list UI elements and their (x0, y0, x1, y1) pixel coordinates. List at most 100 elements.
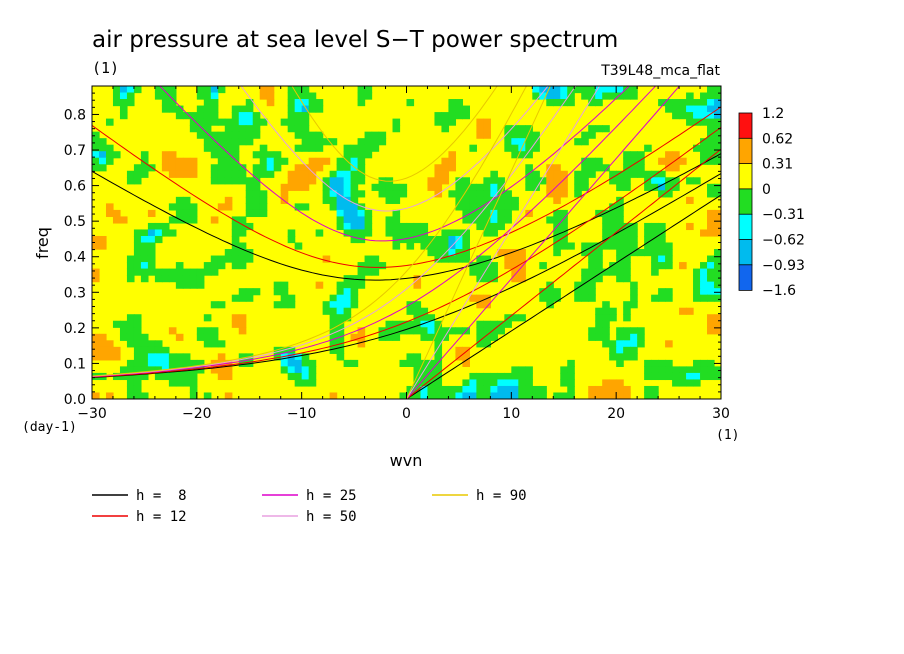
spectrum-cell (133, 170, 142, 178)
spectrum-cell (140, 340, 149, 348)
spectrum-cell (511, 151, 519, 159)
spectrum-cell (420, 333, 429, 341)
spectrum-cell (658, 249, 666, 257)
spectrum-cell (259, 190, 268, 198)
spectrum-cell (133, 249, 142, 257)
spectrum-cell (294, 164, 303, 172)
spectrum-cell (406, 353, 415, 361)
spectrum-cell (350, 235, 359, 244)
spectrum-cell (483, 190, 491, 198)
spectrum-cell (231, 125, 240, 133)
spectrum-cell (203, 118, 212, 126)
spectrum-cell (658, 359, 666, 367)
spectrum-cell (679, 307, 687, 315)
spectrum-cell (357, 177, 366, 185)
spectrum-cell (616, 275, 624, 283)
spectrum-cell (280, 301, 289, 309)
spectrum-cell (294, 99, 303, 107)
spectrum-cell (112, 320, 121, 328)
spectrum-cell (301, 183, 310, 191)
spectrum-cell (434, 164, 443, 172)
spectrum-cell (532, 177, 540, 185)
spectrum-cell (427, 392, 436, 399)
spectrum-cell (161, 359, 170, 367)
spectrum-cell (182, 372, 191, 381)
spectrum-cell (189, 372, 198, 381)
spectrum-cell (406, 229, 415, 237)
spectrum-cell (406, 359, 415, 367)
spectrum-cell (140, 229, 149, 237)
spectrum-cell (133, 327, 142, 335)
colorbar-label: 0.62 (762, 131, 793, 147)
spectrum-cell (455, 183, 464, 191)
spectrum-cell (539, 92, 547, 100)
spectrum-cell (385, 216, 394, 224)
spectrum-cell (92, 275, 100, 283)
spectrum-cell (665, 255, 673, 263)
spectrum-cell (574, 138, 582, 146)
spectrum-cell (182, 353, 191, 361)
spectrum-cell (210, 170, 219, 178)
legend-label: h = 8 (136, 488, 187, 504)
spectrum-cell (154, 353, 163, 361)
spectrum-cell (539, 262, 547, 270)
spectrum-cell (182, 170, 191, 178)
spectrum-cell (210, 118, 219, 126)
spectrum-cell (714, 138, 721, 146)
spectrum-cell (644, 177, 652, 185)
spectrum-cell (140, 170, 149, 178)
spectrum-cell (434, 379, 443, 387)
spectrum-cell (434, 118, 443, 126)
spectrum-cell (672, 379, 680, 387)
spectrum-cell (483, 301, 491, 309)
spectrum-cell (574, 294, 582, 302)
chart-title: air pressure at sea level S−T power spec… (92, 27, 618, 53)
spectrum-cell (259, 151, 268, 159)
spectrum-cell (630, 242, 638, 250)
spectrum-cell (455, 385, 464, 394)
spectrum-cell (427, 385, 436, 394)
dispersion-curve (406, 86, 681, 399)
spectrum-cell (308, 366, 317, 374)
spectrum-cell (658, 366, 666, 374)
spectrum-cell (294, 379, 303, 387)
spectrum-cell (350, 144, 359, 152)
spectrum-cell (462, 209, 470, 218)
spectrum-cell (154, 359, 163, 367)
spectrum-cell (343, 177, 352, 185)
spectrum-cell (630, 235, 638, 244)
spectrum-cell (119, 105, 128, 113)
spectrum-cell (182, 203, 191, 211)
spectrum-cell (301, 118, 310, 126)
spectrum-cell (525, 183, 533, 191)
spectrum-cell (581, 86, 589, 94)
spectrum-cell (210, 177, 219, 185)
spectrum-cell (420, 372, 429, 381)
spectrum-cell (217, 164, 226, 172)
spectrum-cell (203, 138, 212, 146)
spectrum-cell (343, 216, 352, 224)
spectrum-cell (595, 157, 603, 165)
y-axis-label: freq (33, 227, 52, 259)
spectrum-cell (693, 366, 701, 374)
colorbar-label: −1.6 (762, 283, 796, 299)
spectrum-cell (483, 196, 491, 204)
spectrum-cell (189, 125, 198, 133)
spectrum-cell (441, 235, 450, 244)
spectrum-cell (217, 157, 226, 165)
spectrum-cell (476, 385, 484, 394)
spectrum-cell (252, 151, 261, 159)
spectrum-cell (700, 275, 708, 283)
colorbar-swatch (738, 112, 753, 140)
spectrum-cell (329, 340, 338, 348)
spectrum-cell (560, 242, 568, 250)
spectrum-cell (651, 249, 659, 257)
spectrum-cell (189, 118, 198, 126)
spectrum-cell (364, 229, 373, 237)
spectrum-cell (504, 196, 512, 204)
spectrum-cell (357, 268, 366, 276)
spectrum-cell (525, 379, 533, 387)
spectrum-cell (630, 301, 638, 309)
spectrum-cell (539, 288, 547, 296)
spectrum-cell (609, 385, 617, 394)
